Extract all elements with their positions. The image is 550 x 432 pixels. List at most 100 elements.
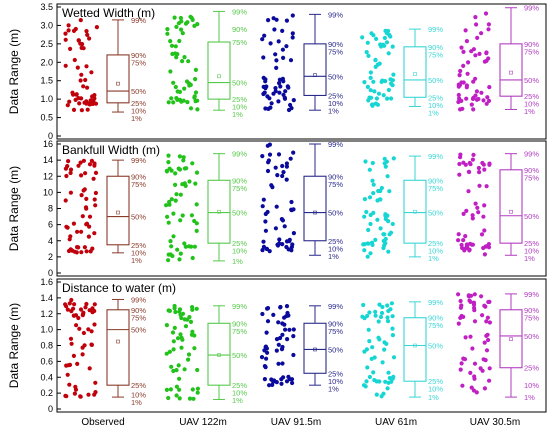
data-point [473, 201, 478, 206]
data-point [276, 361, 281, 366]
percentile-label: 75% [524, 47, 539, 56]
percentile-label: 75% [428, 50, 443, 59]
data-point [374, 96, 379, 101]
data-point [171, 339, 176, 344]
data-point [368, 212, 373, 218]
y-axis-label: Data Range (m) [7, 303, 21, 388]
percentile-label: 1% [524, 393, 535, 402]
data-point [265, 306, 270, 311]
data-point [180, 213, 185, 218]
data-point [280, 242, 285, 247]
data-point [64, 173, 69, 179]
data-point [456, 84, 461, 89]
data-point [383, 164, 388, 169]
data-point [368, 221, 373, 227]
data-point [284, 304, 290, 309]
data-point [175, 336, 181, 341]
percentile-label: 25% [428, 377, 443, 386]
data-point [289, 199, 294, 205]
data-point [470, 242, 475, 247]
data-point [279, 381, 284, 386]
data-point [171, 234, 176, 239]
series-5: 99% 90%75% 50% 25% 10% 1% [456, 290, 539, 402]
data-point [284, 244, 289, 250]
data-point [94, 25, 99, 30]
data-point [461, 211, 466, 216]
percentile-label: 10% [328, 99, 343, 108]
data-point [72, 302, 77, 307]
data-point [270, 382, 275, 387]
data-point [285, 310, 290, 316]
data-point [68, 167, 74, 172]
data-point [284, 164, 289, 169]
data-point [169, 168, 174, 173]
data-point [362, 80, 367, 85]
percentile-label: 75% [328, 327, 343, 336]
data-point [461, 63, 466, 68]
y-tick-label: 1.5 [40, 76, 53, 86]
data-point [184, 166, 189, 171]
data-point [469, 102, 474, 107]
data-point [380, 360, 385, 365]
data-point [276, 99, 281, 104]
data-point [266, 106, 271, 111]
data-point [168, 239, 173, 244]
mean-marker [413, 343, 417, 348]
data-point [276, 320, 281, 325]
percentile-label: 1% [428, 108, 439, 117]
data-point [290, 13, 295, 18]
data-point [263, 228, 268, 233]
data-point [173, 309, 178, 315]
percentile-label: 10% [524, 100, 539, 109]
percentile-label: 75% [232, 327, 247, 336]
percentile-label: 50% [524, 212, 539, 221]
data-point [280, 173, 285, 179]
data-point [285, 337, 290, 342]
data-point [473, 15, 478, 20]
data-point [457, 73, 462, 78]
data-point [482, 59, 487, 64]
data-point [191, 396, 196, 401]
data-point [83, 305, 88, 310]
data-point [467, 169, 472, 175]
data-point [383, 236, 388, 242]
data-point [71, 353, 76, 358]
data-point [75, 361, 80, 366]
percentile-label: 10% [524, 381, 539, 390]
data-point [365, 313, 370, 319]
data-point [281, 79, 286, 84]
data-point [194, 202, 199, 207]
data-point [164, 168, 169, 173]
data-point [486, 337, 491, 343]
data-point [177, 38, 182, 44]
data-point [192, 346, 197, 351]
data-point [390, 326, 395, 331]
data-point [390, 83, 395, 88]
data-point [186, 357, 191, 362]
data-point [459, 361, 464, 366]
data-point [263, 86, 268, 91]
y-tick-label: 16 [43, 139, 53, 149]
data-point [268, 41, 273, 46]
data-point [464, 39, 469, 44]
data-point [366, 227, 371, 233]
data-point [282, 224, 287, 229]
percentile-label: 99% [328, 140, 343, 149]
mean-marker [413, 209, 417, 214]
data-point [265, 319, 271, 324]
data-point [169, 96, 174, 101]
data-point [278, 305, 283, 310]
data-point [174, 393, 179, 398]
data-point [373, 237, 378, 242]
data-point [290, 35, 295, 40]
data-point [390, 44, 395, 49]
data-point [367, 95, 372, 100]
y-tick-label: 0.5 [40, 113, 53, 123]
data-point [173, 44, 178, 49]
data-point [384, 31, 390, 36]
data-point [470, 216, 475, 221]
y-axis-label: Data Range (m) [7, 29, 21, 114]
percentile-label: 90% [131, 306, 146, 315]
y-tick-label: 0 [48, 131, 53, 141]
data-point [264, 330, 269, 335]
